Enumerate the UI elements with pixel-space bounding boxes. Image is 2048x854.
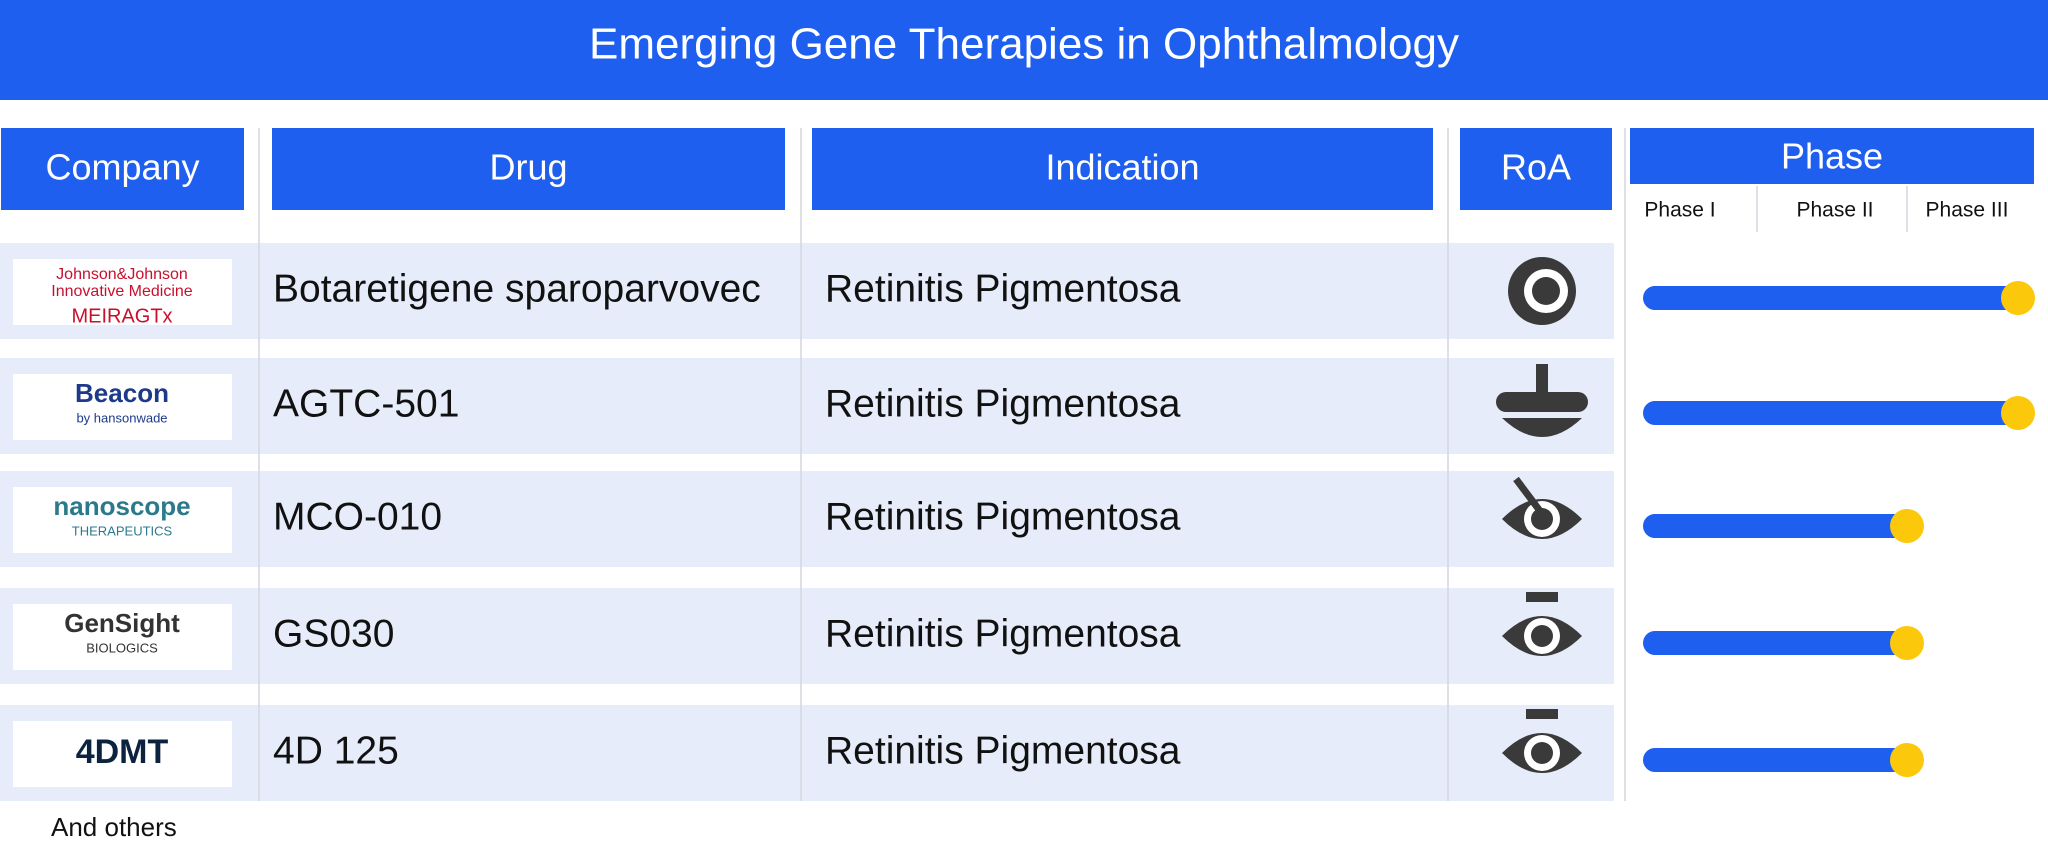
company-logo-text: 4DMT bbox=[76, 733, 169, 771]
company-logo-text: Innovative Medicine bbox=[51, 283, 193, 300]
row-band bbox=[0, 358, 1614, 454]
header-cell bbox=[272, 128, 785, 210]
header-cell bbox=[1460, 128, 1612, 210]
roa-icon bbox=[1502, 476, 1582, 539]
indication: Retinitis Pigmentosa bbox=[825, 267, 1181, 310]
phase-marker bbox=[2001, 396, 2035, 430]
logo-box bbox=[13, 259, 232, 325]
row-band bbox=[0, 588, 1614, 684]
icon-base bbox=[1502, 418, 1582, 437]
logo-box bbox=[13, 604, 232, 670]
row-band bbox=[0, 705, 1614, 801]
phase-bar bbox=[1643, 286, 2018, 310]
drug: AGTC-501 bbox=[273, 382, 459, 425]
phase-marker bbox=[1890, 509, 1924, 543]
header-label: Drug bbox=[489, 147, 567, 188]
indication: Retinitis Pigmentosa bbox=[825, 495, 1181, 538]
company-logo-text: BIOLOGICS bbox=[86, 640, 158, 655]
icon-pupil bbox=[1531, 508, 1553, 530]
phase-bar bbox=[1643, 748, 1907, 772]
drug: GS030 bbox=[273, 612, 394, 655]
company-logo-text: THERAPEUTICS bbox=[72, 523, 173, 538]
phase-bar bbox=[1643, 631, 1907, 655]
roa-icon bbox=[1496, 364, 1588, 437]
header-label: Company bbox=[45, 147, 199, 188]
company-logo-text: Beacon bbox=[75, 378, 169, 408]
header-cell bbox=[812, 128, 1433, 210]
phase-bar bbox=[1643, 514, 1907, 538]
title: Emerging Gene Therapies in Ophthalmology bbox=[589, 20, 1459, 69]
header-cell bbox=[1630, 128, 2034, 184]
icon-emitter bbox=[1526, 709, 1558, 719]
footer: And others bbox=[51, 812, 177, 842]
phase-label: Phase II bbox=[1796, 199, 1873, 222]
phase-marker bbox=[1890, 626, 1924, 660]
icon-emitter bbox=[1526, 592, 1558, 602]
icon-needle bbox=[1536, 364, 1548, 404]
icon-syringe bbox=[1513, 476, 1543, 514]
logo-box bbox=[13, 374, 232, 440]
roa-icon bbox=[1502, 709, 1582, 773]
phase-marker bbox=[1890, 743, 1924, 777]
logo-box bbox=[13, 721, 232, 787]
phase-label: Phase I bbox=[1644, 199, 1715, 222]
phase-label: Phase III bbox=[1926, 199, 2009, 222]
icon-pupil bbox=[1531, 742, 1553, 764]
roa-icon bbox=[1508, 257, 1576, 325]
indication: Retinitis Pigmentosa bbox=[825, 729, 1181, 772]
icon-pupil bbox=[1531, 625, 1553, 647]
logo-box bbox=[13, 487, 232, 553]
roa-icon bbox=[1502, 592, 1582, 656]
company-logo-text: Johnson&Johnson bbox=[56, 266, 188, 283]
header-label: RoA bbox=[1501, 147, 1571, 188]
indication: Retinitis Pigmentosa bbox=[825, 382, 1181, 425]
indication: Retinitis Pigmentosa bbox=[825, 612, 1181, 655]
icon-lens bbox=[1532, 277, 1560, 305]
phase-marker bbox=[2001, 281, 2035, 315]
company-logo-text: by hansonwade bbox=[76, 410, 167, 425]
company-logo-text: GenSight bbox=[64, 608, 180, 638]
header-cell bbox=[1, 128, 244, 210]
company-logo-text: nanoscope bbox=[53, 491, 190, 521]
company-logo-text: MEIRAGTx bbox=[71, 305, 172, 327]
row-band bbox=[0, 471, 1614, 567]
header-label: Indication bbox=[1045, 147, 1199, 188]
drug: Botaretigene sparoparvovec bbox=[273, 267, 761, 310]
title-bar bbox=[0, 0, 2048, 100]
phase-bar bbox=[1643, 401, 2018, 425]
header-label: Phase bbox=[1781, 136, 1883, 177]
drug: 4D 125 bbox=[273, 729, 399, 772]
drug: MCO-010 bbox=[273, 495, 442, 538]
row-band bbox=[0, 243, 1614, 339]
